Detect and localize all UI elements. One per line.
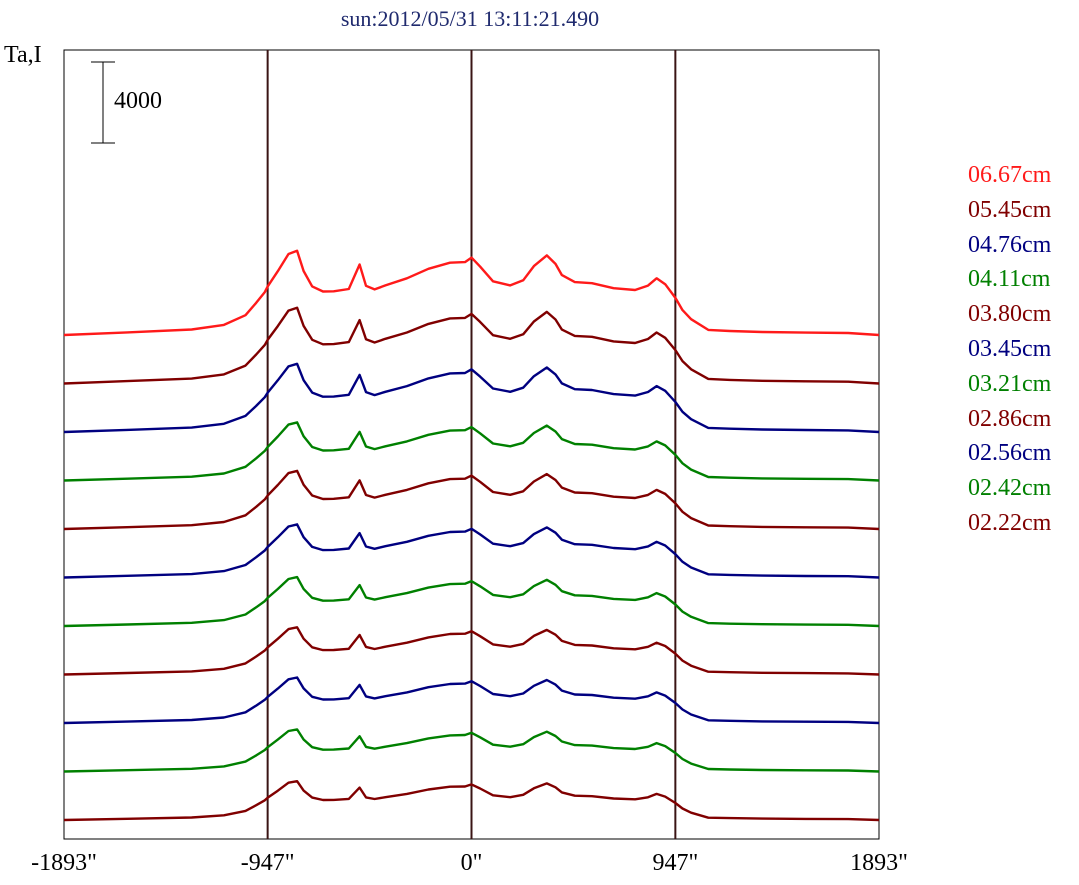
- scale-bar-label: 4000: [114, 88, 162, 114]
- chart-title: sun:2012/05/31 13:11:21.490: [340, 6, 600, 31]
- series-line-05-45cm: [63, 306, 880, 385]
- legend-item: 04.76cm: [968, 231, 1052, 258]
- series-line-04-76cm: [63, 362, 880, 434]
- x-tick-label: 947": [652, 850, 699, 876]
- series-line-03-45cm: [63, 523, 880, 579]
- legend-item: 02.86cm: [968, 405, 1052, 432]
- series-line-02-22cm: [63, 780, 880, 822]
- legend-item: 02.56cm: [968, 440, 1052, 467]
- series-line-06-67cm: [63, 249, 880, 337]
- legend-item: 05.45cm: [968, 196, 1052, 223]
- x-tick-label: 1893": [850, 850, 908, 876]
- series-line-02-86cm: [63, 626, 880, 676]
- legend-item: 02.22cm: [968, 509, 1052, 536]
- legend: 06.67cm 05.45cm 04.76cm 04.11cm 03.80cm 03.45…: [968, 158, 1051, 541]
- series-line-02-56cm: [63, 676, 880, 725]
- series-line-03-80cm: [63, 469, 880, 531]
- scale-bar: [91, 61, 115, 144]
- x-tick-label: 0": [460, 850, 483, 876]
- legend-item: 06.67cm: [968, 162, 1052, 188]
- series-line-02-42cm: [63, 728, 880, 773]
- legend-item: 03.80cm: [968, 301, 1052, 328]
- series-line-04-11cm: [63, 421, 880, 482]
- legend-item: 02.42cm: [968, 475, 1052, 502]
- legend-item: 03.21cm: [968, 370, 1052, 397]
- legend-item: 03.45cm: [968, 335, 1052, 362]
- y-axis-label: Ta,I: [4, 42, 42, 68]
- series-line-03-21cm: [63, 575, 880, 628]
- x-tick-label: -947": [240, 850, 295, 876]
- x-tick-label: -1893": [31, 850, 97, 876]
- legend-item: 04.11cm: [968, 266, 1051, 293]
